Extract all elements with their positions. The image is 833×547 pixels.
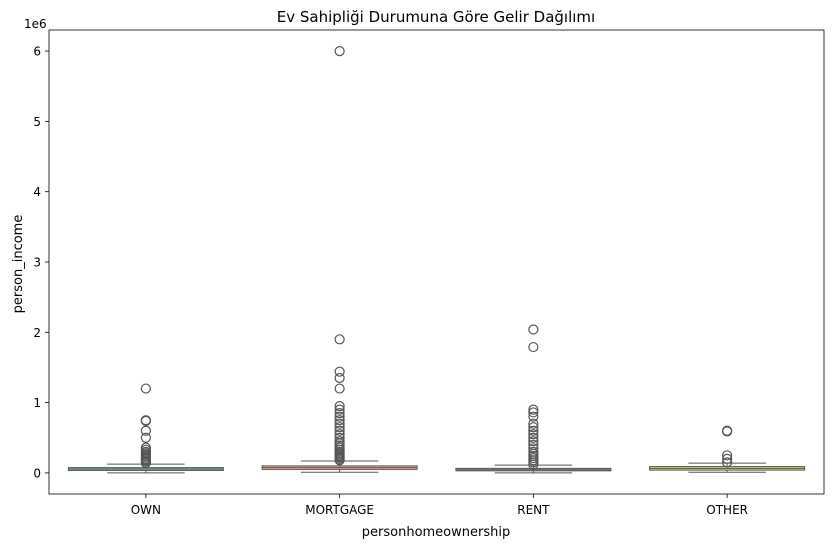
y-tick-label: 5 bbox=[33, 115, 41, 129]
plot-frame bbox=[48, 29, 825, 495]
y-offset-label: 1e6 bbox=[24, 17, 47, 31]
outlier-point bbox=[140, 415, 151, 426]
outlier-point bbox=[528, 418, 539, 429]
outlier-point bbox=[722, 450, 733, 461]
y-tick-label: 0 bbox=[33, 466, 41, 480]
outlier-point bbox=[722, 457, 733, 468]
x-tick-label: MORTGAGE bbox=[305, 503, 374, 517]
outlier-point bbox=[528, 324, 539, 335]
outlier-point bbox=[334, 415, 345, 426]
x-tick-label: OTHER bbox=[706, 503, 748, 517]
outlier-point bbox=[528, 404, 539, 415]
outlier-point bbox=[334, 334, 345, 345]
outlier-point bbox=[528, 411, 539, 422]
y-tick-label: 4 bbox=[33, 185, 41, 199]
outlier-point bbox=[528, 407, 539, 418]
outlier-point bbox=[334, 411, 345, 422]
outlier-point bbox=[334, 422, 345, 433]
outlier-point bbox=[334, 404, 345, 415]
outlier-point bbox=[334, 401, 345, 412]
outlier-point bbox=[140, 425, 151, 436]
outlier-point bbox=[334, 418, 345, 429]
y-axis-label: person_income bbox=[11, 215, 26, 314]
y-tick-label: 2 bbox=[33, 326, 41, 340]
outlier-point bbox=[334, 425, 345, 436]
outlier-point bbox=[334, 432, 345, 443]
outlier-point bbox=[528, 429, 539, 440]
x-axis-label: personhomeownership bbox=[362, 525, 510, 540]
outlier-point bbox=[140, 432, 151, 443]
chart-title: Ev Sahipliği Durumuna Göre Gelir Dağılım… bbox=[277, 8, 595, 26]
outlier-point bbox=[334, 366, 345, 377]
outlier-point bbox=[722, 426, 733, 437]
outlier-point bbox=[528, 432, 539, 443]
outlier-point bbox=[334, 372, 345, 384]
outlier-point bbox=[334, 455, 345, 466]
outlier-point bbox=[528, 443, 539, 454]
outlier-point bbox=[528, 425, 539, 436]
outlier-point bbox=[722, 453, 733, 464]
outlier-point bbox=[528, 459, 539, 470]
y-tick-label: 3 bbox=[33, 256, 41, 270]
outlier-point bbox=[528, 341, 539, 353]
outlier-point bbox=[528, 436, 539, 447]
outlier-point bbox=[334, 383, 345, 394]
x-tick-label: RENT bbox=[517, 503, 550, 517]
y-tick-label: 6 bbox=[33, 45, 41, 59]
outlier-point bbox=[334, 45, 345, 57]
outlier-point bbox=[140, 383, 151, 394]
outlier-point bbox=[528, 422, 539, 433]
outlier-point bbox=[334, 408, 345, 419]
outlier-point bbox=[140, 457, 151, 469]
plot-area: 0 1 2 3 4 5 6 OWN MORTGAGE RENT OTHER bbox=[33, 45, 806, 517]
y-tick-label: 1 bbox=[33, 396, 41, 410]
x-tick-label: OWN bbox=[131, 503, 161, 517]
